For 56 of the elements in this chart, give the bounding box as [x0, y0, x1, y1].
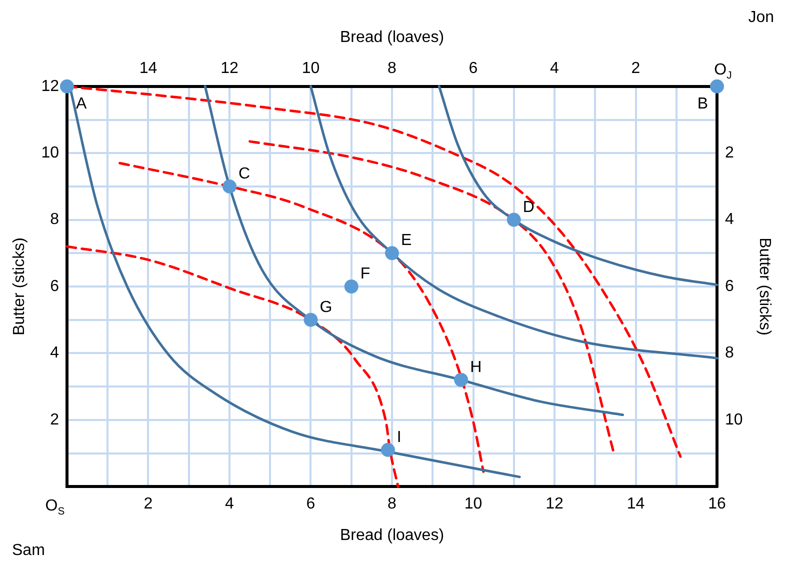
line-series — [66, 245, 400, 488]
y-axis-title: Butter (sticks) — [11, 238, 28, 336]
x2-tick-label: 8 — [388, 60, 397, 78]
point — [710, 79, 724, 94]
annotation: I — [396, 428, 402, 446]
line-series — [204, 85, 624, 416]
annotation: E — [401, 232, 412, 250]
point — [304, 312, 318, 327]
line-series — [248, 140, 615, 453]
point — [344, 280, 358, 294]
annotation: G — [320, 298, 332, 316]
y-tick-label: 6 — [50, 278, 60, 295]
y2-axis-title: Butter (sticks) — [756, 238, 773, 336]
point — [385, 246, 399, 260]
point — [506, 212, 521, 227]
x-tick-label: 2 — [144, 496, 153, 513]
y2-tick-label: 6 — [725, 278, 734, 295]
point — [454, 372, 468, 387]
line-series — [118, 162, 485, 473]
y-tick-label: 10 — [41, 144, 60, 162]
x-axis-title: Bread (loaves) — [340, 526, 444, 544]
x-tick-label: 6 — [306, 496, 316, 513]
annotation: F — [360, 266, 370, 282]
x-tick-label: 14 — [626, 496, 645, 513]
annotation: B — [697, 95, 708, 112]
x-tick-label: 16 — [708, 496, 726, 513]
y2-tick-label: 2 — [725, 144, 734, 162]
x2-tick-label: 4 — [550, 60, 560, 78]
annotation: C — [238, 165, 250, 182]
annotation: H — [470, 358, 482, 376]
x2-tick-label: 14 — [139, 60, 158, 78]
annotation: A — [76, 95, 87, 112]
annotation: D — [522, 198, 534, 216]
line-series — [310, 85, 718, 360]
x2-axis-title: Bread (loaves) — [340, 29, 444, 46]
x2-tick-label: 2 — [631, 60, 640, 78]
x-tick-label: 12 — [546, 496, 564, 513]
y2-tick-label: 10 — [725, 411, 743, 428]
line-series — [438, 85, 718, 286]
point — [222, 179, 236, 194]
text: Jon — [748, 9, 774, 26]
point — [60, 79, 74, 94]
x-tick-label: 8 — [388, 496, 397, 513]
x-tick-label: 10 — [464, 496, 482, 513]
point — [380, 442, 395, 457]
y-tick-label: 2 — [50, 411, 60, 428]
y2-tick-label: 4 — [725, 211, 734, 228]
y2-tick-label: 8 — [725, 344, 734, 362]
y-tick-label: 8 — [50, 211, 60, 228]
y-tick-label: 4 — [50, 344, 60, 362]
text: Sam — [12, 542, 45, 559]
x-tick-label: 4 — [225, 496, 234, 513]
x2-tick-label: 12 — [220, 60, 238, 78]
x2-tick-label: 6 — [468, 60, 478, 78]
y-tick-label: 12 — [41, 78, 60, 95]
x2-tick-label: 10 — [302, 60, 320, 78]
